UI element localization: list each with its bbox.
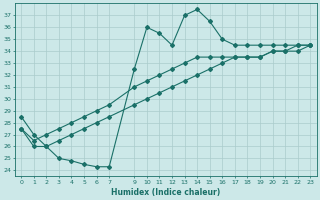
X-axis label: Humidex (Indice chaleur): Humidex (Indice chaleur)	[111, 188, 220, 197]
